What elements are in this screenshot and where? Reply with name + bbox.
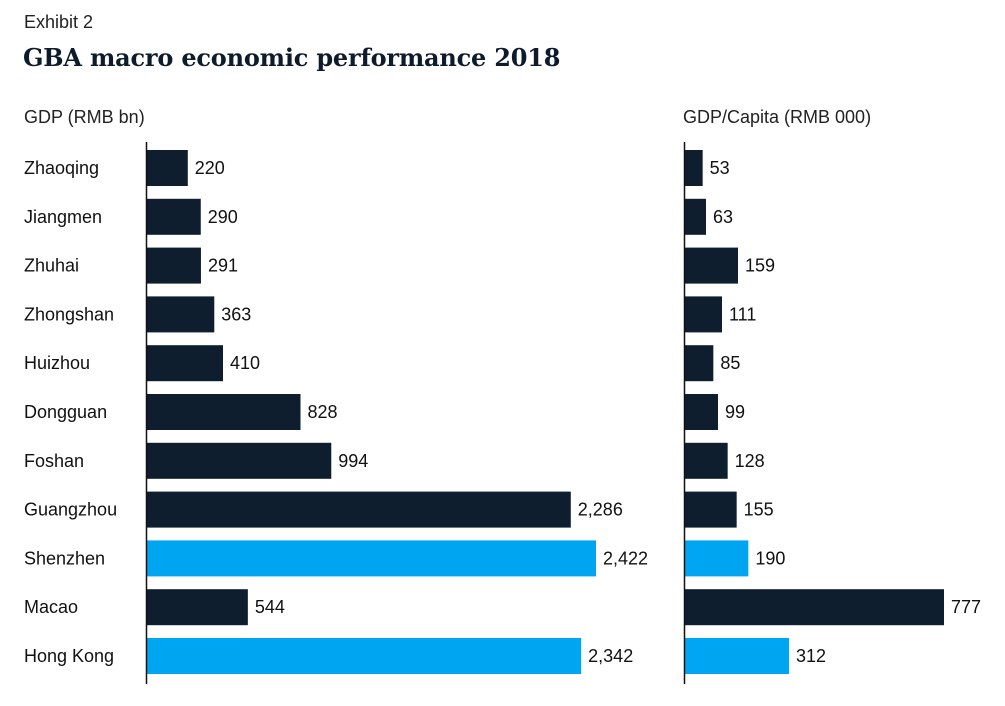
- per-capita-bar-macao: [685, 589, 944, 626]
- gdp-value-label-zhaoqing: 220: [195, 158, 225, 178]
- chart-title: GBA macro economic performance 2018: [23, 43, 561, 72]
- gdp-bar-dongguan: [147, 394, 301, 430]
- gdp-value-label-zhuhai: 291: [208, 256, 238, 276]
- category-label-jiangmen: Jiangmen: [24, 207, 102, 227]
- gdp-value-label-foshan: 994: [338, 451, 368, 471]
- gdp-value-label-zhongshan: 363: [221, 304, 251, 324]
- category-label-macao: Macao: [24, 597, 78, 617]
- category-label-dongguan: Dongguan: [24, 402, 107, 422]
- category-label-zhuhai: Zhuhai: [24, 256, 79, 276]
- per-capita-bar-zhaoqing: [685, 150, 703, 186]
- gdp-value-label-macao: 544: [255, 597, 285, 617]
- per-capita-bar-huizhou: [685, 345, 714, 382]
- gdp-bar-hong-kong: [147, 638, 582, 674]
- per-capita-value-label-jiangmen: 63: [713, 207, 733, 227]
- per-capita-bar-guangzhou: [685, 491, 737, 528]
- gdp-bar-guangzhou: [147, 491, 571, 528]
- per-capita-value-label-macao: 777: [951, 597, 981, 617]
- gdp-bar-jiangmen: [147, 198, 201, 235]
- per-capita-bar-foshan: [685, 442, 728, 479]
- category-label-shenzhen: Shenzhen: [24, 548, 105, 568]
- gdp-bar-zhuhai: [147, 247, 201, 284]
- category-label-zhaoqing: Zhaoqing: [24, 158, 99, 178]
- gdp-bar-huizhou: [147, 345, 224, 382]
- per-capita-bar-zhongshan: [685, 296, 722, 333]
- gdp-value-label-dongguan: 828: [307, 402, 337, 422]
- gdp-panel-title: GDP (RMB bn): [24, 107, 145, 127]
- gdp-per-capita-panel-title: GDP/Capita (RMB 000): [683, 107, 872, 127]
- category-label-zhongshan: Zhongshan: [24, 304, 114, 324]
- gdp-bar-shenzhen: [147, 540, 596, 577]
- gdp-value-label-jiangmen: 290: [208, 207, 238, 227]
- per-capita-bar-dongguan: [685, 394, 718, 430]
- per-capita-value-label-zhaoqing: 53: [710, 158, 730, 178]
- gdp-value-label-shenzhen: 2,422: [603, 548, 648, 568]
- per-capita-bar-shenzhen: [685, 540, 749, 577]
- gdp-value-label-guangzhou: 2,286: [578, 500, 623, 520]
- category-label-foshan: Foshan: [24, 451, 84, 471]
- category-label-hong-kong: Hong Kong: [24, 646, 114, 666]
- gdp-bar-zhaoqing: [147, 150, 188, 186]
- per-capita-bar-zhuhai: [685, 247, 738, 284]
- per-capita-value-label-foshan: 128: [735, 451, 765, 471]
- per-capita-value-label-zhuhai: 159: [745, 256, 775, 276]
- per-capita-value-label-hong-kong: 312: [796, 646, 826, 666]
- per-capita-value-label-shenzhen: 190: [755, 548, 785, 568]
- exhibit-label: Exhibit 2: [24, 12, 94, 32]
- per-capita-bar-hong-kong: [685, 638, 789, 674]
- category-label-huizhou: Huizhou: [24, 353, 90, 373]
- per-capita-value-label-huizhou: 85: [720, 353, 740, 373]
- gdp-bar-foshan: [147, 442, 332, 479]
- per-capita-value-label-guangzhou: 155: [744, 500, 774, 520]
- gdp-bar-macao: [147, 589, 248, 626]
- per-capita-value-label-zhongshan: 111: [729, 304, 756, 324]
- gdp-value-label-hong-kong: 2,342: [588, 646, 633, 666]
- gdp-value-label-huizhou: 410: [230, 353, 260, 373]
- per-capita-value-label-dongguan: 99: [725, 402, 745, 422]
- gdp-bar-zhongshan: [147, 296, 215, 333]
- per-capita-bar-jiangmen: [685, 198, 706, 235]
- category-label-guangzhou: Guangzhou: [24, 500, 117, 520]
